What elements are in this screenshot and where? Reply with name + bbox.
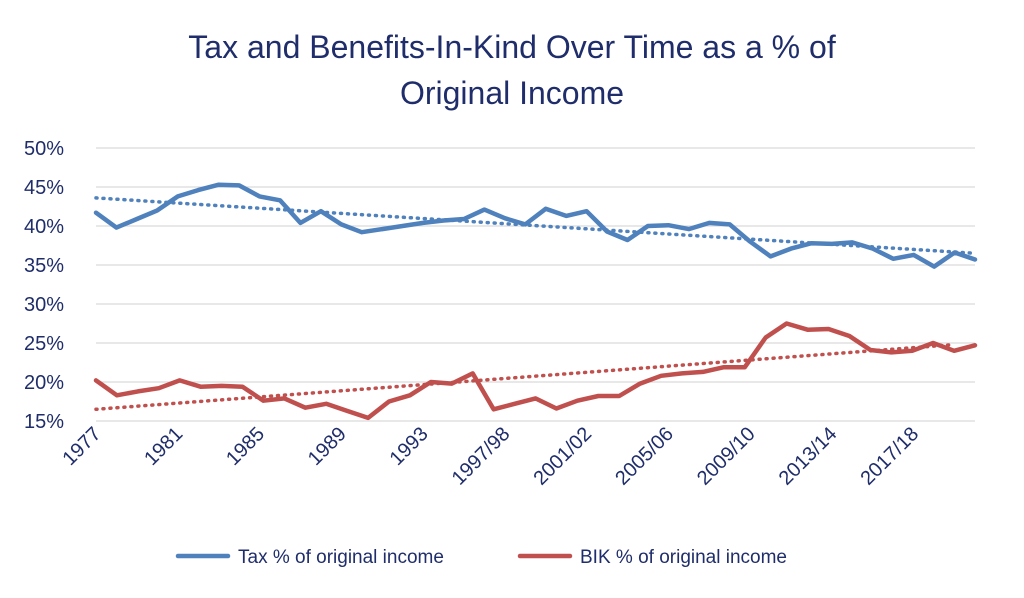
- y-tick-label: 25%: [24, 333, 64, 355]
- gridlines: [96, 147, 975, 422]
- y-tick-label: 45%: [24, 177, 64, 199]
- x-tick-label: 2009/10: [693, 423, 760, 490]
- y-axis-tick-labels: 15% 20% 25% 30% 35% 40% 45% 50%: [24, 138, 64, 433]
- x-tick-label: 2001/02: [529, 423, 596, 490]
- x-tick: 2009/10: [693, 423, 760, 490]
- x-tick-label: 1989: [304, 423, 351, 470]
- chart-title-line-2: Original Income: [400, 75, 624, 111]
- chart-title: Tax and Benefits-In-Kind Over Time as a …: [188, 29, 836, 111]
- y-tick-label: 35%: [24, 255, 64, 277]
- x-tick: 2013/14: [775, 423, 842, 490]
- x-tick-label: 1985: [222, 423, 269, 470]
- series-line: [93, 321, 978, 421]
- y-tick-label: 40%: [24, 216, 64, 238]
- x-tick-label: 2005/06: [611, 423, 678, 490]
- x-tick-label: 2013/14: [775, 423, 842, 490]
- x-tick: 2001/02: [529, 423, 596, 490]
- x-tick-label: 2017/18: [857, 423, 924, 490]
- legend: Tax % of original income BIK % of origina…: [175, 547, 787, 568]
- x-tick: 2005/06: [611, 423, 678, 490]
- y-tick-label: 30%: [24, 294, 64, 316]
- series-lines: [93, 182, 978, 421]
- chart-title-line-1: Tax and Benefits-In-Kind Over Time as a …: [188, 29, 836, 65]
- x-tick: 2017/18: [857, 423, 924, 490]
- x-tick: 1993: [386, 423, 433, 470]
- legend-label: BIK % of original income: [580, 547, 787, 568]
- y-tick-label: 20%: [24, 372, 64, 394]
- x-tick-label: 1997/98: [448, 423, 515, 490]
- legend-label: Tax % of original income: [238, 547, 444, 568]
- y-tick-label: 15%: [24, 411, 64, 433]
- y-tick-label: 50%: [24, 138, 64, 160]
- x-tick-label: 1977: [59, 423, 106, 470]
- x-tick-label: 1993: [386, 423, 433, 470]
- x-axis-tick-labels: 1977 1981 1985 1989 1993 1997/98 2001/02 2005/0…: [59, 423, 924, 490]
- x-tick: 1985: [222, 423, 269, 470]
- x-tick: 1989: [304, 423, 351, 470]
- series-line: [93, 182, 978, 269]
- x-tick: 1981: [140, 423, 187, 470]
- x-tick: 1997/98: [448, 423, 515, 490]
- x-tick-label: 1981: [140, 423, 187, 470]
- x-tick: 1977: [59, 423, 106, 470]
